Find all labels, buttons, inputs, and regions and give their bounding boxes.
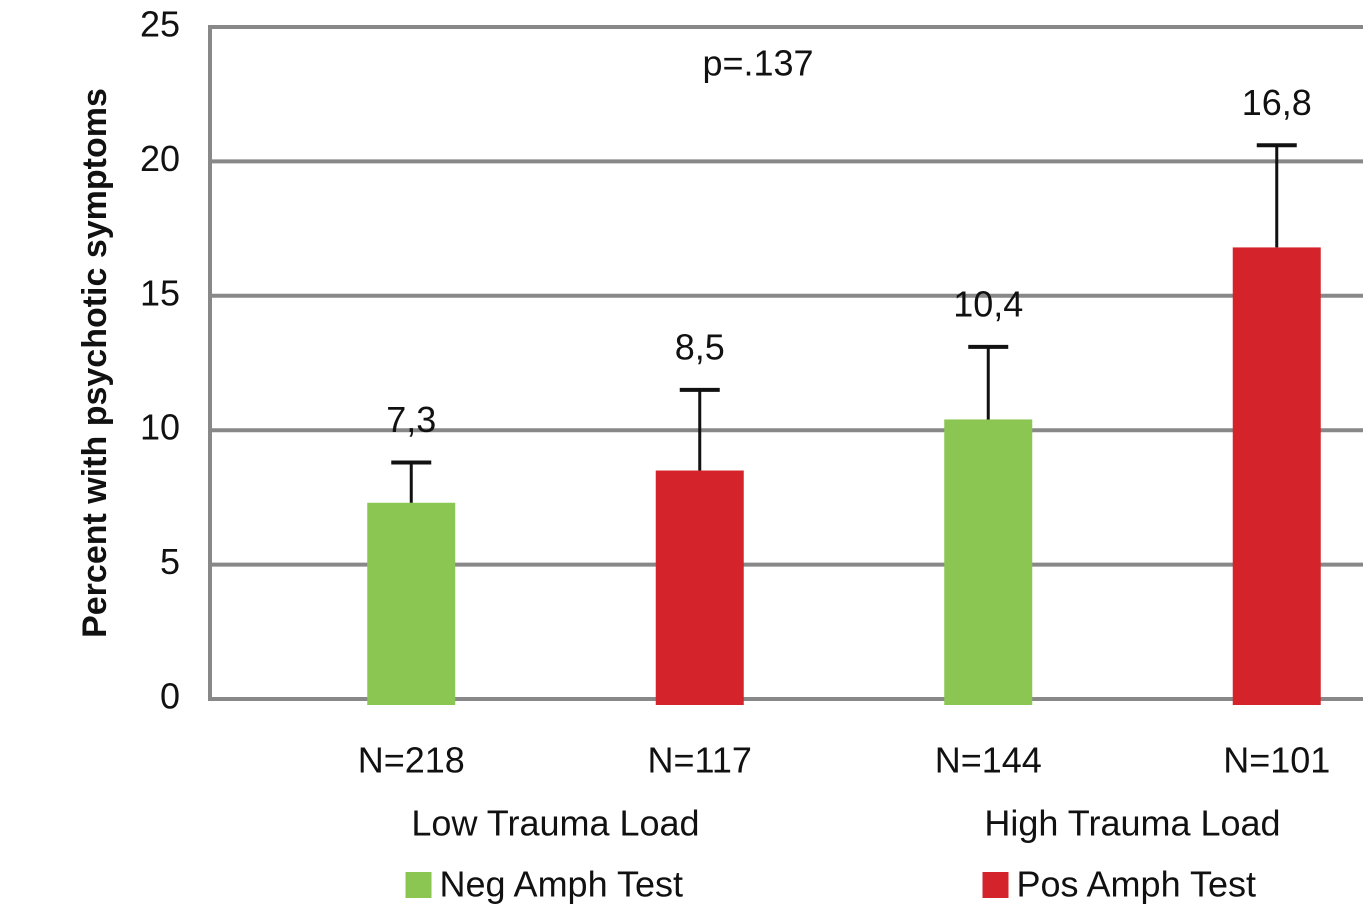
value-label: 16,8 — [1242, 82, 1312, 123]
y-tick-label: 25 — [140, 4, 180, 45]
x-tick-label: N=101 — [1223, 740, 1330, 781]
annotation: p=.137 — [702, 43, 813, 84]
bar — [944, 419, 1033, 705]
x-tick-label: N=218 — [358, 740, 465, 781]
value-label: 10,4 — [953, 283, 1023, 324]
y-tick-label: 10 — [140, 407, 180, 448]
legend-swatch — [982, 872, 1009, 898]
y-tick-label: 0 — [160, 676, 180, 717]
legend-swatch — [405, 872, 432, 898]
y-axis-label: Percent with psychotic symptoms — [76, 88, 114, 638]
y-tick-label: 5 — [160, 541, 180, 582]
value-label: 8,5 — [675, 326, 725, 367]
bar — [655, 470, 744, 705]
group-label: Low Trauma Load — [411, 803, 699, 844]
y-tick-label: 20 — [140, 138, 180, 179]
x-tick-label: N=117 — [648, 740, 752, 781]
legend-label: Neg Amph Test — [440, 864, 683, 905]
group-label: High Trauma Load — [984, 803, 1280, 844]
value-label: 7,3 — [386, 399, 436, 440]
legend-label: Pos Amph Test — [1017, 864, 1256, 905]
bar — [1232, 247, 1321, 705]
y-tick-label: 15 — [140, 272, 180, 313]
x-tick-label: N=144 — [935, 740, 1042, 781]
bar — [367, 502, 456, 705]
